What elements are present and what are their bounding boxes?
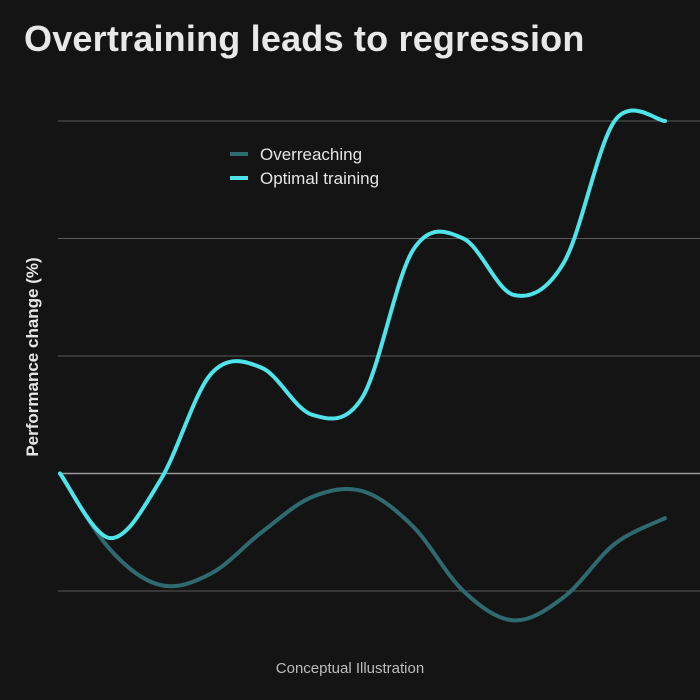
- legend-label-optimal-training: Optimal training: [260, 169, 379, 188]
- y-axis-label: Performance change (%): [23, 257, 42, 456]
- legend-label-overreaching: Overreaching: [260, 145, 362, 164]
- chart-title: Overtraining leads to regression: [24, 18, 585, 59]
- legend: Overreaching Optimal training: [230, 145, 379, 188]
- chart-caption: Conceptual Illustration: [275, 660, 425, 677]
- series-line-overreaching: [58, 471, 667, 623]
- series-line-optimal-training: [58, 108, 667, 541]
- series-lines: [58, 108, 667, 623]
